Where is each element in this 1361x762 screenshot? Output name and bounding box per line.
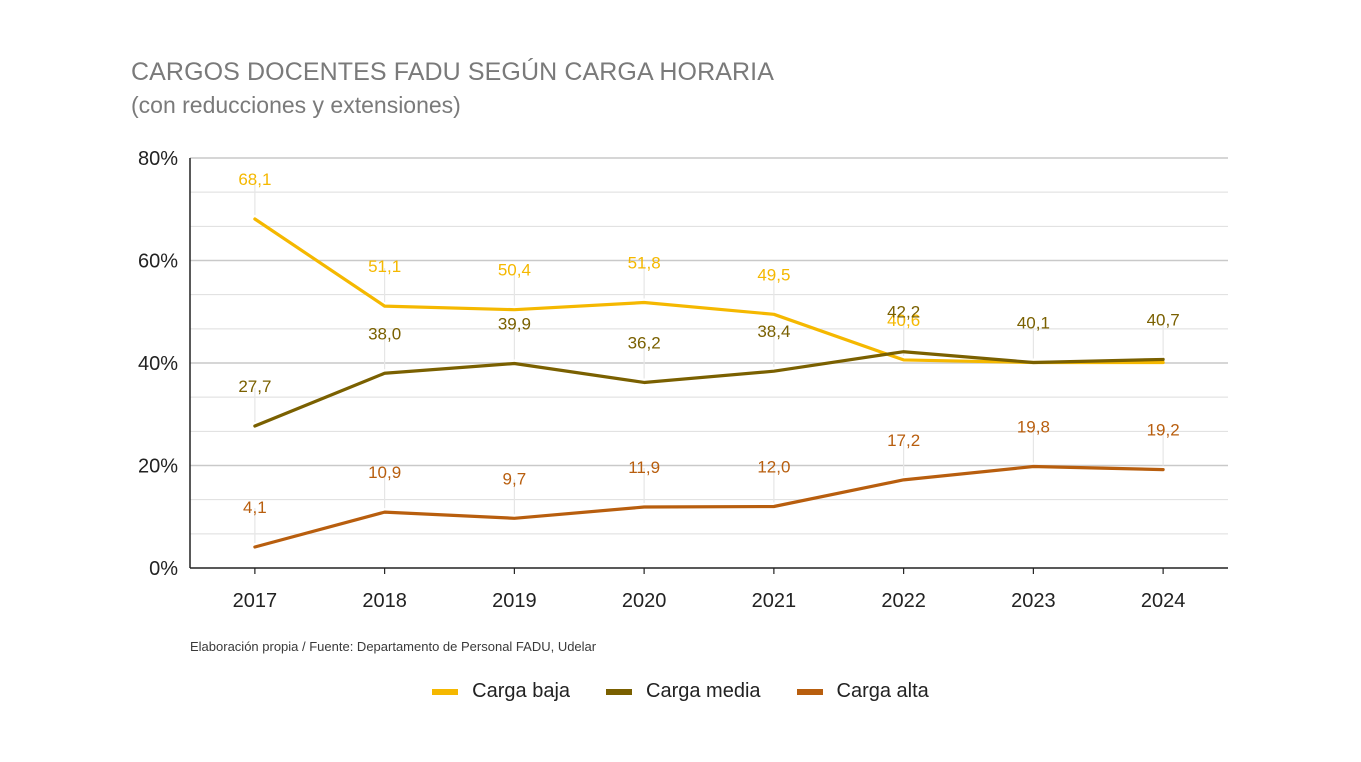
legend-item-carga-baja[interactable]: Carga baja xyxy=(432,680,570,703)
y-tick-label: 20% xyxy=(138,456,178,478)
x-tick-label: 2022 xyxy=(881,590,926,612)
data-label: 39,9 xyxy=(498,315,531,334)
data-label: 40,7 xyxy=(1147,310,1180,329)
chart-title: CARGOS DOCENTES FADU SEGÚN CARGA HORARIA xyxy=(131,58,774,86)
x-tick-label: 2018 xyxy=(362,590,407,612)
data-label: 17,2 xyxy=(887,431,920,450)
data-label: 49,5 xyxy=(757,265,790,284)
legend-item-carga-alta[interactable]: Carga alta xyxy=(796,680,929,703)
x-tick-label: 2017 xyxy=(233,590,278,612)
legend-label: Carga baja xyxy=(472,680,571,702)
x-tick-label: 2019 xyxy=(492,590,537,612)
x-tick-label: 2024 xyxy=(1141,590,1186,612)
legend-label: Carga alta xyxy=(836,680,929,702)
data-label: 40,6 xyxy=(887,311,920,330)
data-label: 42,2 xyxy=(887,303,920,322)
y-tick-label: 40% xyxy=(138,353,178,375)
legend-item-carga-media[interactable]: Carga media xyxy=(606,680,761,703)
data-label: 36,2 xyxy=(628,333,661,352)
data-label: 51,8 xyxy=(628,254,661,273)
y-tick-label: 80% xyxy=(138,148,178,170)
data-label: 19,8 xyxy=(1017,418,1050,437)
data-label: 9,7 xyxy=(503,469,527,488)
x-tick-label: 2023 xyxy=(1011,590,1056,612)
data-label: 40,1 xyxy=(1017,313,1050,332)
data-label: 50,4 xyxy=(498,261,531,280)
data-label: 51,1 xyxy=(368,257,401,276)
data-label: 11,9 xyxy=(628,458,660,477)
source-note: Elaboración propia / Fuente: Departament… xyxy=(190,639,597,654)
data-label: 38,0 xyxy=(368,324,401,343)
legend-label: Carga media xyxy=(646,680,761,702)
legend-swatch xyxy=(796,688,823,695)
x-tick-label: 2021 xyxy=(752,590,797,612)
data-label: 68,1 xyxy=(238,170,271,189)
legend-swatch xyxy=(432,688,459,695)
y-tick-label: 0% xyxy=(149,558,178,580)
series-line-carga-alta xyxy=(253,464,1165,549)
chart-subtitle: (con reducciones y extensiones) xyxy=(131,92,461,118)
series-line-carga-media xyxy=(253,350,1165,428)
x-tick-label: 2020 xyxy=(622,590,667,612)
data-label: 4,1 xyxy=(243,498,267,517)
data-label: 38,4 xyxy=(757,322,790,341)
data-label: 27,7 xyxy=(238,377,271,396)
legend: Carga baja Carga media Carga alta xyxy=(0,680,1361,703)
legend-swatch xyxy=(606,688,633,695)
data-label: 10,9 xyxy=(368,463,401,482)
y-tick-label: 60% xyxy=(138,251,178,273)
data-label: 12,0 xyxy=(757,458,790,477)
data-label: 19,2 xyxy=(1147,421,1180,440)
